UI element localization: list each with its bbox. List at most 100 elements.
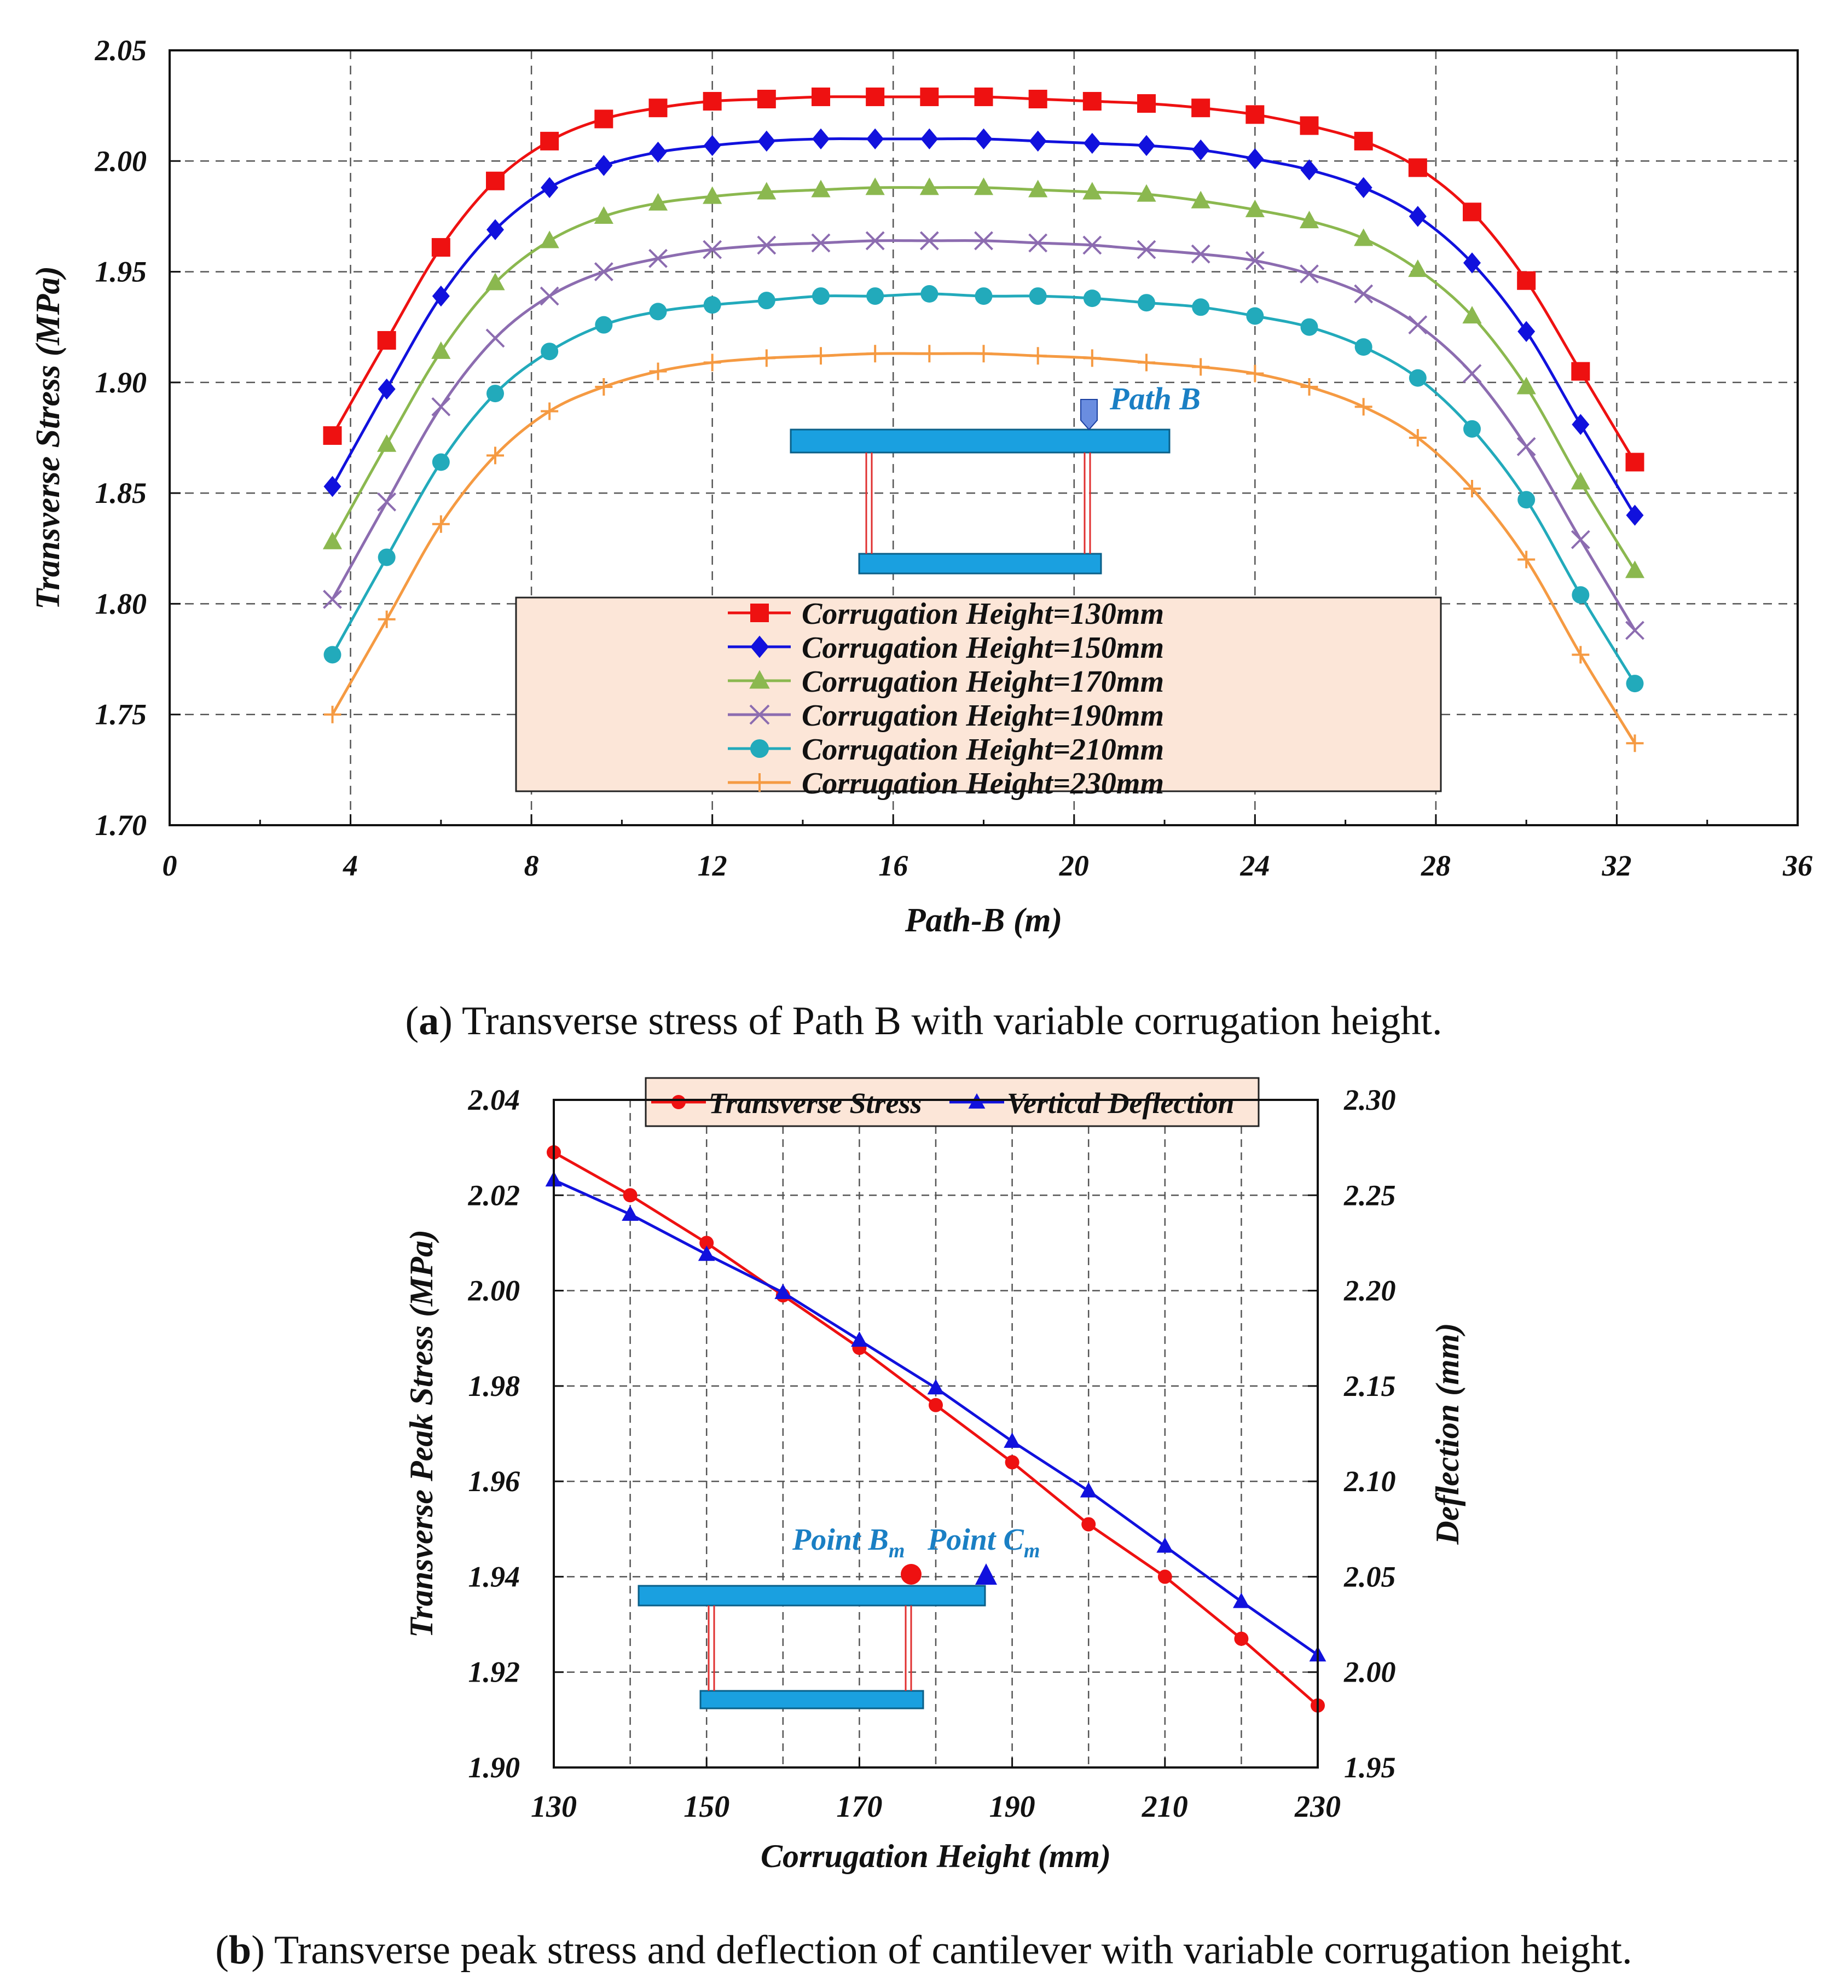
caption-b-text: ) Transverse peak stress and deflection … — [251, 1928, 1632, 1973]
data-point — [1516, 437, 1536, 456]
data-point — [698, 1245, 715, 1261]
data-point — [486, 385, 504, 403]
x-tick-label: 24 — [1239, 849, 1270, 882]
y-tick-label: 2.05 — [95, 34, 147, 67]
data-point — [1138, 294, 1155, 312]
x-tick-label: 12 — [698, 849, 727, 882]
data-point — [866, 345, 884, 363]
data-point — [1083, 349, 1101, 367]
path-b-pointer-icon — [1080, 399, 1098, 431]
data-point — [323, 426, 342, 445]
x-tick-label: 190 — [989, 1790, 1035, 1824]
gridlines-b — [554, 1100, 1318, 1767]
data-point — [1408, 315, 1428, 335]
x-axis-title: Corrugation Height (mm) — [761, 1838, 1111, 1874]
data-point — [486, 171, 505, 190]
data-point — [1625, 621, 1644, 640]
data-point — [703, 296, 721, 314]
data-point — [1082, 182, 1102, 200]
data-point — [865, 177, 885, 195]
data-point — [378, 610, 396, 628]
data-point — [757, 130, 775, 152]
point-c-subscript: m — [1024, 1539, 1040, 1562]
data-point — [1625, 560, 1645, 578]
y-axis-title: Transverse Stress (MPa) — [30, 266, 67, 610]
data-point — [920, 285, 939, 303]
data-point — [1354, 131, 1373, 150]
data-point — [1409, 369, 1427, 387]
top-flange — [638, 1585, 986, 1607]
data-point — [927, 1379, 945, 1395]
data-point — [1300, 264, 1319, 284]
data-point — [1354, 177, 1372, 199]
data-point — [974, 87, 993, 106]
y-tick-label: 1.75 — [95, 698, 147, 731]
data-point — [1245, 105, 1265, 124]
data-point — [1246, 364, 1264, 382]
data-point — [757, 292, 775, 310]
data-point — [1029, 130, 1047, 152]
legend-swatch-marker — [749, 670, 770, 689]
data-point — [431, 397, 451, 416]
y-tick-label: 2.00 — [95, 144, 147, 177]
data-point — [1463, 480, 1481, 498]
legend-b: Transverse Stress Vertical Deflection — [645, 1077, 1260, 1127]
data-point — [1408, 259, 1428, 277]
data-point — [1571, 362, 1590, 381]
data-point — [1462, 306, 1482, 324]
data-point — [1029, 287, 1047, 305]
data-point — [1571, 472, 1590, 490]
data-point — [1626, 675, 1644, 693]
bottom-flange — [699, 1690, 924, 1709]
data-point — [485, 328, 505, 348]
y-tick-label: 1.98 — [468, 1370, 520, 1402]
data-point — [1572, 586, 1590, 604]
data-point — [594, 206, 613, 224]
y-tick-label: 1.96 — [468, 1465, 520, 1498]
data-point — [1083, 132, 1101, 154]
y2-axis-title: Deflection (mm) — [1429, 1323, 1465, 1545]
y-tick-label: 2.04 — [468, 1083, 520, 1116]
legend-label: Corrugation Height=170mm — [802, 665, 1164, 699]
caption-a-letter: a — [419, 999, 439, 1044]
data-point — [757, 349, 775, 367]
data-point — [1354, 398, 1372, 416]
data-point — [1233, 1592, 1250, 1608]
data-point — [920, 87, 939, 106]
data-point — [1572, 646, 1590, 664]
data-point — [866, 87, 885, 106]
data-point — [1005, 1455, 1019, 1470]
data-point — [649, 362, 667, 380]
data-point — [1004, 1432, 1021, 1448]
x-tick-label: 150 — [683, 1790, 729, 1824]
series-line-0 — [331, 95, 1636, 463]
x-tick-label: 20 — [1059, 849, 1089, 882]
y-tick-label: 1.95 — [95, 256, 147, 288]
data-point — [378, 378, 396, 400]
data-point — [485, 273, 505, 291]
data-point — [1156, 1537, 1174, 1553]
data-point — [648, 193, 668, 211]
data-point — [431, 341, 451, 359]
data-point — [1626, 505, 1644, 526]
data-point — [540, 131, 559, 150]
data-point — [1191, 190, 1210, 208]
data-point — [323, 589, 342, 609]
chart-b: Point Bm Point Cm Transverse Stress Vertica… — [215, 1077, 1632, 1973]
data-point — [1517, 321, 1536, 343]
x-tick-label: 0 — [163, 849, 177, 882]
data-point — [649, 141, 667, 163]
data-point — [699, 1236, 714, 1250]
data-point — [486, 447, 504, 465]
x-tick-label: 4 — [343, 849, 358, 882]
data-point — [377, 492, 397, 512]
data-point — [703, 92, 722, 111]
y2-tick-label: 2.00 — [1343, 1656, 1396, 1689]
data-point — [1081, 1517, 1096, 1532]
data-point — [377, 331, 396, 350]
legend-label: Corrugation Height=230mm — [802, 767, 1164, 801]
x-tick-label: 130 — [531, 1790, 577, 1824]
plot-frame-b — [553, 1099, 1319, 1769]
data-point — [811, 233, 831, 253]
caption-b-letter: b — [229, 1928, 251, 1973]
